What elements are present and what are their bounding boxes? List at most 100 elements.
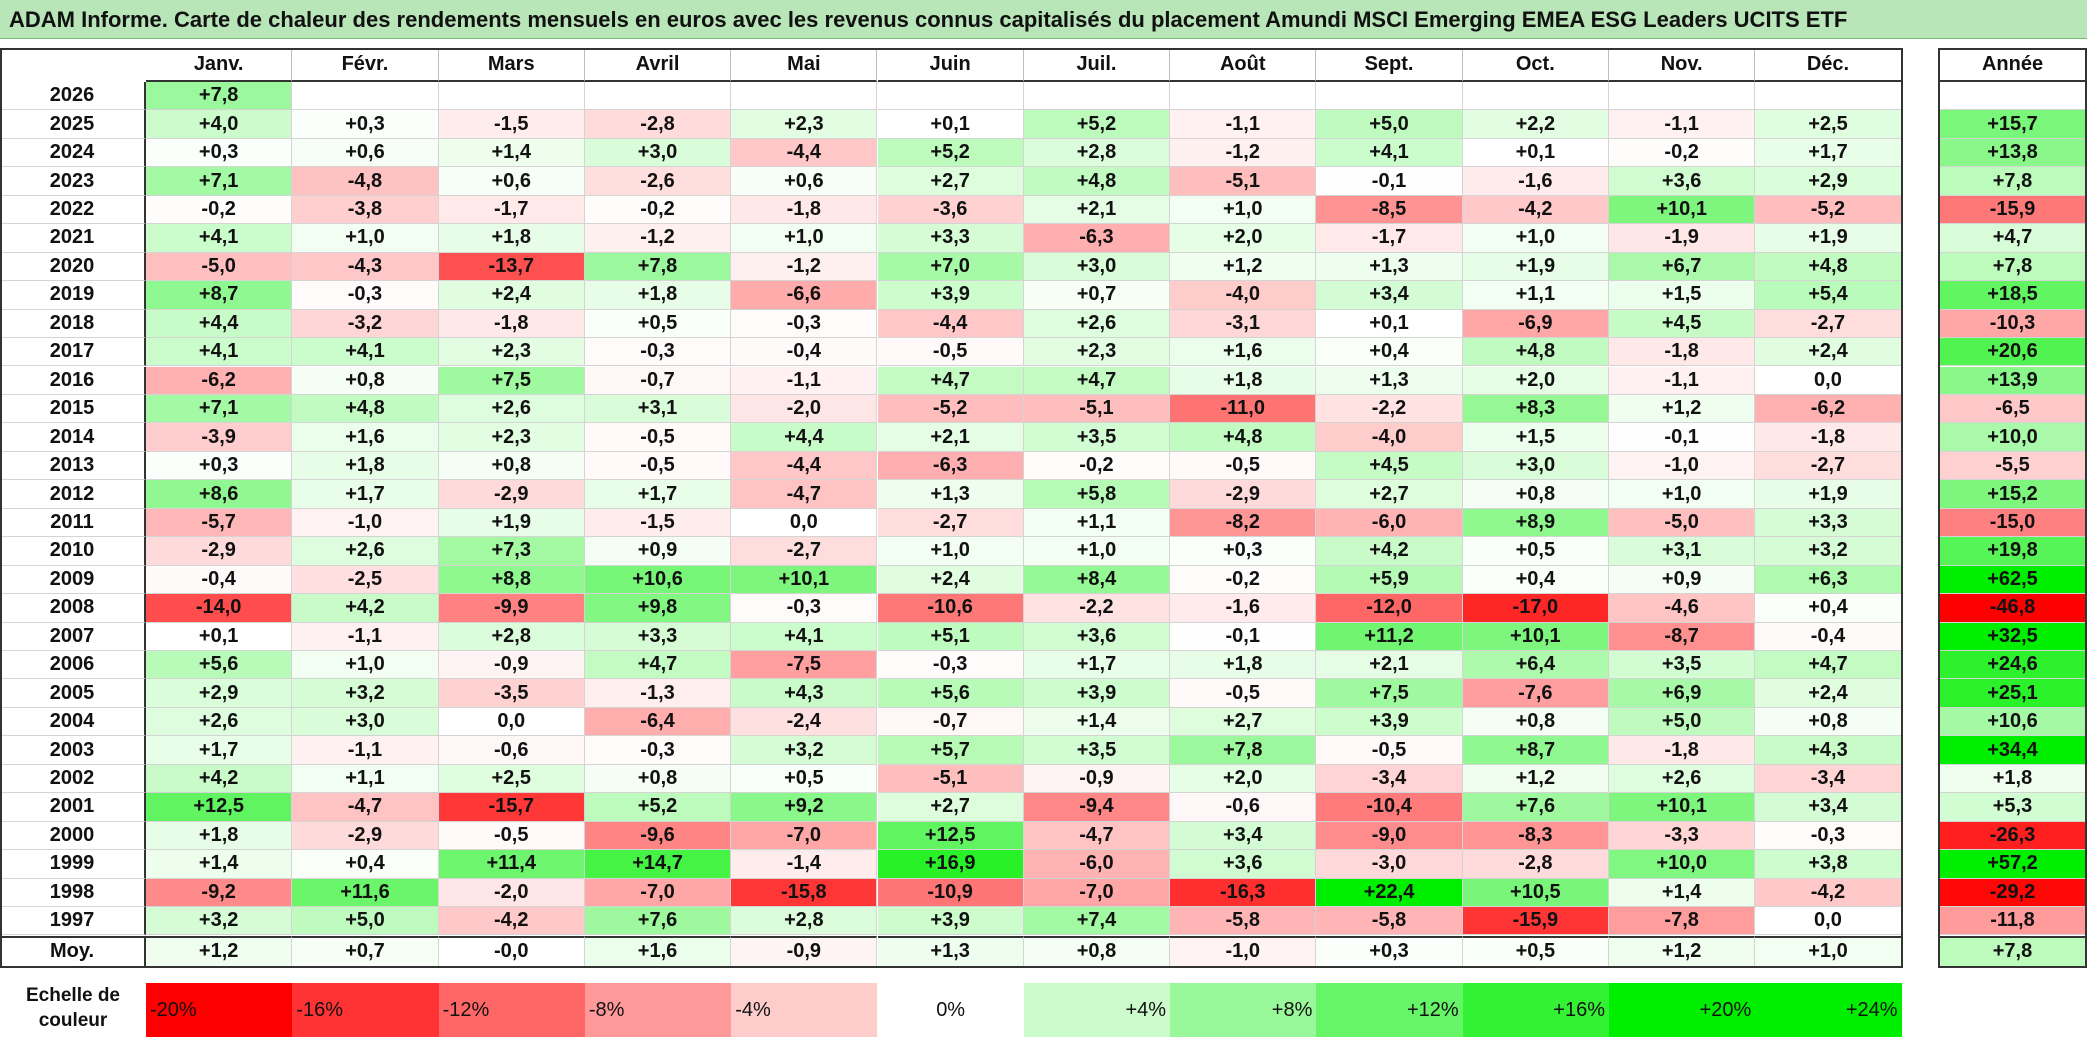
annual-cell [1938,82,2087,111]
heatmap-cell: -15,7 [438,793,585,822]
heatmap-cell: +4,4 [731,423,878,452]
heatmap-cell: -2,6 [584,167,732,196]
page-title: ADAM Informe. Carte de chaleur des rende… [0,0,2087,39]
heatmap-cell: +1,9 [1755,224,1902,253]
heatmap-cell: +3,1 [1609,537,1756,566]
heatmap-cell: -0,1 [1170,622,1317,651]
heatmap-cell: +2,3 [731,110,878,139]
heatmap-cell [1170,82,1317,111]
heatmap-cell: +3,6 [1023,622,1171,651]
heatmap-cell: +9,2 [731,793,878,822]
heatmap-cell: +1,0 [1170,195,1317,225]
heatmap-cell: -0,5 [1170,679,1317,708]
year-label: 2018 [0,309,146,339]
heatmap-cell: -6,9 [1462,309,1609,339]
color-scale-swatch: -16% [292,983,439,1037]
year-label: 2008 [0,594,146,623]
heatmap-cell: -0,7 [584,366,732,395]
heatmap-cell: -1,7 [1316,224,1463,253]
heatmap-cell: -8,2 [1170,508,1317,538]
heatmap-cell: +3,9 [877,907,1024,936]
heatmap-cell: +0,3 [146,451,293,481]
year-label: 1997 [0,907,146,936]
annual-cell: -15,0 [1938,508,2087,538]
heatmap-cell: +4,3 [1755,736,1902,765]
heatmap-cell: +0,6 [731,167,878,196]
heatmap-cell: +1,2 [1462,764,1609,794]
heatmap-cell: +7,8 [146,82,293,111]
heatmap-cell: -0,2 [146,195,293,225]
average-cell: +1,2 [146,935,293,968]
heatmap-cell: -1,4 [731,850,878,879]
heatmap-cell: +5,2 [877,138,1024,168]
heatmap-cell: +2,8 [731,907,878,936]
heatmap-cell: +8,7 [146,281,293,310]
heatmap-cell: +3,9 [1316,707,1463,737]
heatmap-cell: -5,8 [1316,907,1463,936]
heatmap-cell: -4,3 [292,252,439,282]
heatmap-cell: +1,6 [1170,338,1317,367]
heatmap-cell: +1,6 [292,423,439,452]
heatmap-cell: +1,9 [438,508,585,538]
heatmap-cell: +10,1 [1609,195,1756,225]
heatmap-cell: -0,2 [1023,451,1171,481]
heatmap-cell: +22,4 [1316,878,1463,908]
heatmap-cell: -4,2 [1755,878,1902,908]
annual-cell: -26,3 [1938,821,2087,851]
heatmap-cell: -1,8 [1609,736,1756,765]
heatmap-cell: -5,1 [1170,167,1317,196]
heatmap-cell: +2,9 [146,679,293,708]
heatmap-cell [877,82,1024,111]
heatmap-cell: +4,5 [1609,309,1756,339]
heatmap-cell: -10,9 [877,878,1024,908]
heatmap-cell: -0,9 [1023,764,1171,794]
heatmap-cell: -0,5 [877,338,1024,367]
heatmap-cell: +2,7 [877,167,1024,196]
heatmap-cell: -7,8 [1609,907,1756,936]
heatmap-cell: +4,1 [146,338,293,367]
heatmap-cell: +0,6 [292,138,439,168]
heatmap-cell: -6,0 [1023,850,1171,879]
month-header-9: Sept. [1316,48,1463,82]
heatmap-cell: +2,3 [438,423,585,452]
heatmap-cell: +0,7 [1023,281,1171,310]
heatmap-cell: -0,6 [1170,793,1317,822]
annual-cell: -5,5 [1938,451,2087,481]
year-label: 2012 [0,480,146,509]
heatmap-cell: -0,3 [877,651,1024,680]
heatmap-cell: +3,5 [1023,423,1171,452]
heatmap-cell: -1,1 [1609,110,1756,139]
heatmap-cell: +0,5 [584,309,732,339]
heatmap-cell: +0,1 [1316,309,1463,339]
heatmap-cell: -0,1 [1316,167,1463,196]
heatmap-cell: -13,7 [438,252,585,282]
annual-cell: -10,3 [1938,309,2087,339]
color-scale-swatch: +4% [1023,983,1171,1037]
average-cell: -0,9 [731,935,878,968]
heatmap-cell: +4,3 [731,679,878,708]
heatmap-cell: +7,5 [1316,679,1463,708]
year-label: 2000 [0,821,146,851]
heatmap-cell: -5,7 [146,508,293,538]
heatmap-cell: -6,4 [584,707,732,737]
heatmap-cell: +0,8 [1755,707,1902,737]
heatmap-cell: -6,2 [146,366,293,395]
heatmap-cell: +5,6 [877,679,1024,708]
heatmap-cell: +4,4 [146,309,293,339]
year-label: 2010 [0,537,146,566]
heatmap-cell: +8,9 [1462,508,1609,538]
heatmap-cell: -15,9 [1462,907,1609,936]
heatmap-cell: +0,5 [731,764,878,794]
heatmap-cell: +7,3 [438,537,585,566]
year-label: 2009 [0,565,146,595]
heatmap-cell: -4,7 [1023,821,1171,851]
heatmap-cell: +3,4 [1755,793,1902,822]
heatmap-cell: +7,1 [146,167,293,196]
heatmap-cell: +2,6 [146,707,293,737]
heatmap-cell: -0,3 [292,281,439,310]
heatmap-cell [292,82,439,111]
heatmap-cell: +0,8 [1462,480,1609,509]
heatmap-cell: +3,2 [1755,537,1902,566]
year-label: 2026 [0,82,146,111]
heatmap-cell: +2,3 [1023,338,1171,367]
